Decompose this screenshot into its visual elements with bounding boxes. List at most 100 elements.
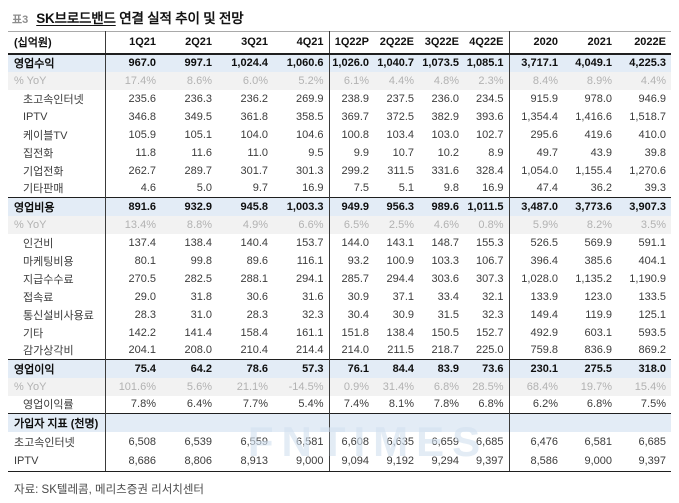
table-cell: 9,192 xyxy=(374,451,419,472)
table-cell: 891.6 xyxy=(105,197,161,216)
table-cell: 76.1 xyxy=(329,359,374,378)
table-cell: 7.4% xyxy=(343,398,369,411)
table-cell: 301.3 xyxy=(273,161,330,180)
table-cell: 3.5% xyxy=(617,215,671,234)
row-label: 기타 xyxy=(8,323,106,342)
table-cell: -14.5% xyxy=(273,377,330,396)
column-header: 4Q22E xyxy=(464,31,510,55)
table-cell: 3,907.3 xyxy=(617,197,671,216)
table-cell: 361.8 xyxy=(240,110,268,123)
table-cell: 13.4% xyxy=(105,215,161,234)
table-cell: 603.1 xyxy=(584,326,612,339)
table-cell: 116.1 xyxy=(273,251,330,270)
table-cell: 138.4 xyxy=(184,236,212,249)
table-cell: 9,294 xyxy=(419,451,464,472)
table-cell: 8.4% xyxy=(509,71,563,90)
financial-table: (십억원) 1Q21 2Q21 3Q21 4Q21 1Q22P 2Q22E 3Q22E 4Q22… xyxy=(8,31,671,472)
table-cell: 318.0 xyxy=(617,359,671,378)
table-cell: 36.2 xyxy=(590,182,612,195)
table-cell: 8,806 xyxy=(161,451,217,472)
table-cell: 4.4% xyxy=(617,71,671,90)
row-label: 초고속인터넷 xyxy=(8,89,106,108)
table-cell: 270.5 xyxy=(128,272,156,285)
row-label: 가입자 지표 (천명) xyxy=(8,413,106,432)
table-cell: 234.5 xyxy=(464,89,510,108)
table-row: 영업이익 75.4 64.2 78.6 57.3 76.1 84.4 83.9 73.6 230.… xyxy=(8,359,671,378)
table-cell: 1,085.1 xyxy=(464,53,510,72)
row-label: 기타판매 xyxy=(8,179,106,198)
table-cell: 8.2% xyxy=(563,215,617,234)
table-cell: 396.4 xyxy=(530,254,558,267)
table-cell: 6,659 xyxy=(431,435,459,448)
unit-label: (십억원) xyxy=(8,31,106,55)
column-header: 4Q21 xyxy=(273,31,330,55)
table-cell: 236.0 xyxy=(431,92,459,105)
table-cell: 10.2 xyxy=(437,146,459,159)
table-cell xyxy=(105,413,161,432)
table-cell: 230.1 xyxy=(509,359,563,378)
row-label: 영업수익 xyxy=(8,53,106,72)
table-cell: 349.5 xyxy=(184,110,212,123)
column-header: 2022E xyxy=(617,31,671,55)
table-cell: 236.2 xyxy=(240,92,268,105)
table-cell: 915.9 xyxy=(530,92,558,105)
table-cell: 28.5% xyxy=(464,377,510,396)
table-cell: 9,000 xyxy=(563,451,617,472)
table-cell: 6.5% xyxy=(329,215,374,234)
table-cell: 492.9 xyxy=(530,326,558,339)
table-cell: 9,397 xyxy=(617,451,671,472)
table-cell: 30.9 xyxy=(347,290,369,303)
column-header: 3Q22E xyxy=(419,31,464,55)
table-cell: 6.8% xyxy=(586,398,612,411)
table-cell: 31.0 xyxy=(190,308,212,321)
table-cell: 8.9% xyxy=(563,71,617,90)
table-cell: 285.7 xyxy=(341,272,369,285)
table-row: 케이블TV 105.9 105.1 104.0 104.6 100.8 103.4 103.0… xyxy=(8,125,671,144)
table-cell: 6.6% xyxy=(273,215,330,234)
table-cell: 137.4 xyxy=(128,236,156,249)
table-row: 집전화 11.8 11.6 11.0 9.5 9.9 10.7 10.2 8.9 49.7 43.9… xyxy=(8,143,671,162)
table-cell: 218.7 xyxy=(431,344,459,357)
table-cell: 1,024.4 xyxy=(217,53,273,72)
table-cell: 2.5% xyxy=(374,215,419,234)
table-cell: 301.7 xyxy=(240,164,268,177)
table-cell: 1,416.6 xyxy=(575,110,612,123)
table-cell: 6,539 xyxy=(184,435,212,448)
table-cell: 9,000 xyxy=(273,451,330,472)
table-cell: 158.4 xyxy=(240,326,268,339)
table-cell: 141.4 xyxy=(184,326,212,339)
table-cell: 64.2 xyxy=(161,359,217,378)
table-cell: 236.3 xyxy=(184,92,212,105)
table-row: 초고속인터넷 235.6 236.3 236.2 269.9 238.9 237.5 236.… xyxy=(8,89,671,108)
table-cell: 123.0 xyxy=(584,290,612,303)
table-cell: 83.9 xyxy=(419,359,464,378)
table-cell: 328.4 xyxy=(464,161,510,180)
table-row: % YoY 13.4% 8.8% 4.9% 6.6% 6.5% 2.5% 4.6% 0.8% 5.… xyxy=(8,215,671,234)
column-header: 3Q21 xyxy=(217,31,273,55)
table-row: 접속료 29.0 31.8 30.6 31.6 30.9 37.1 33.4 32.1 133.9… xyxy=(8,287,671,306)
table-cell: 932.9 xyxy=(161,197,217,216)
row-label: % YoY xyxy=(8,215,106,234)
table-cell: 593.5 xyxy=(638,326,666,339)
row-label: 마케팅비용 xyxy=(8,251,106,270)
table-cell: 569.9 xyxy=(584,236,612,249)
table-cell: 30.9 xyxy=(392,308,414,321)
table-cell: 31.4% xyxy=(374,377,419,396)
column-header: 2020 xyxy=(509,31,563,55)
table-cell: 19.7% xyxy=(563,377,617,396)
table-cell: 104.6 xyxy=(273,125,330,144)
table-cell: 5.2% xyxy=(273,71,330,90)
table-cell: 28.3 xyxy=(134,308,156,321)
table-cell: 282.5 xyxy=(184,272,212,285)
table-cell: 161.1 xyxy=(273,323,330,342)
table-row: 영업수익 967.0 997.1 1,024.4 1,060.6 1,026.0 1,040… xyxy=(8,53,671,72)
table-cell: 105.9 xyxy=(128,128,156,141)
table-row: 인건비 137.4 138.4 140.4 153.7 144.0 143.1 148.7 15… xyxy=(8,233,671,252)
table-cell: 836.9 xyxy=(584,344,612,357)
row-label: 감가상각비 xyxy=(8,341,106,360)
table-row: % YoY 101.6% 5.6% 21.1% -14.5% 0.9% 31.4% 6.8% 2… xyxy=(8,377,671,396)
row-label: 접속료 xyxy=(8,287,106,306)
table-cell: 7.8% xyxy=(130,398,156,411)
table-cell: 4.9% xyxy=(217,215,273,234)
table-cell: 31.8 xyxy=(190,290,212,303)
